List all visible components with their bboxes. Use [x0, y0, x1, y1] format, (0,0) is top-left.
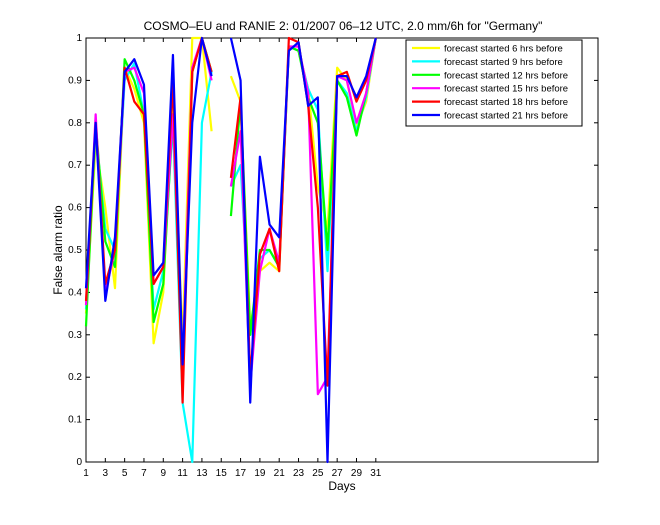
x-tick-label: 15: [216, 468, 228, 479]
x-tick-label: 7: [141, 468, 147, 479]
x-tick-label: 27: [332, 468, 344, 479]
x-tick-label: 9: [161, 468, 167, 479]
y-tick-label: 0.7: [68, 160, 82, 171]
y-tick-label: 0.1: [68, 415, 82, 426]
x-tick-label: 1: [83, 468, 89, 479]
x-tick-label: 31: [370, 468, 382, 479]
series-line-6: [84, 36, 377, 464]
x-tick-label: 29: [351, 468, 363, 479]
y-tick-label: 0.5: [68, 245, 82, 256]
x-tick-label: 13: [196, 468, 208, 479]
y-tick-label: 0.9: [68, 75, 82, 86]
x-tick-label: 11: [177, 468, 188, 479]
legend-entry-6: forecast started 21 hrs before: [444, 111, 568, 122]
x-axis-ticks: 1 3 5 7 9 11 13 15 17 19 21 23 25 27 29 31: [83, 38, 382, 479]
chart-title: COSMO–EU and RANIE 2: 01/2007 06–12 UTC,…: [144, 19, 543, 33]
series-lines: [84, 36, 377, 464]
x-tick-label: 25: [312, 468, 324, 479]
legend-entry-5: forecast started 18 hrs before: [444, 97, 568, 108]
y-tick-label: 0.2: [68, 372, 82, 383]
x-tick-label: 3: [103, 468, 109, 479]
legend-entry-2: forecast started 9 hrs before: [444, 57, 563, 68]
x-tick-label: 5: [122, 468, 128, 479]
y-tick-label: 0.3: [68, 330, 82, 341]
y-axis-ticks: 0 0.1 0.2 0.3 0.4 0.5 0.6 0.7 0.8 0.9 1: [68, 33, 598, 468]
x-tick-label: 21: [274, 468, 286, 479]
x-tick-label: 19: [254, 468, 266, 479]
y-axis-label: False alarm ratio: [51, 205, 65, 295]
y-tick-label: 0.6: [68, 203, 82, 214]
x-tick-label: 17: [235, 468, 247, 479]
legend-box: [405, 39, 583, 127]
y-tick-label: 1: [76, 33, 82, 44]
x-tick-label: 23: [293, 468, 305, 479]
x-axis-label: Days: [328, 479, 355, 493]
legend-entry-1: forecast started 6 hrs before: [444, 44, 563, 55]
y-tick-label: 0.4: [68, 287, 82, 298]
legend-entry-4: forecast started 15 hrs before: [444, 84, 568, 95]
legend-entry-3: forecast started 12 hrs before: [444, 70, 568, 81]
y-tick-label: 0: [76, 457, 82, 468]
legend: forecast started 6 hrs before forecast st…: [405, 39, 583, 127]
y-tick-label: 0.8: [68, 118, 82, 129]
